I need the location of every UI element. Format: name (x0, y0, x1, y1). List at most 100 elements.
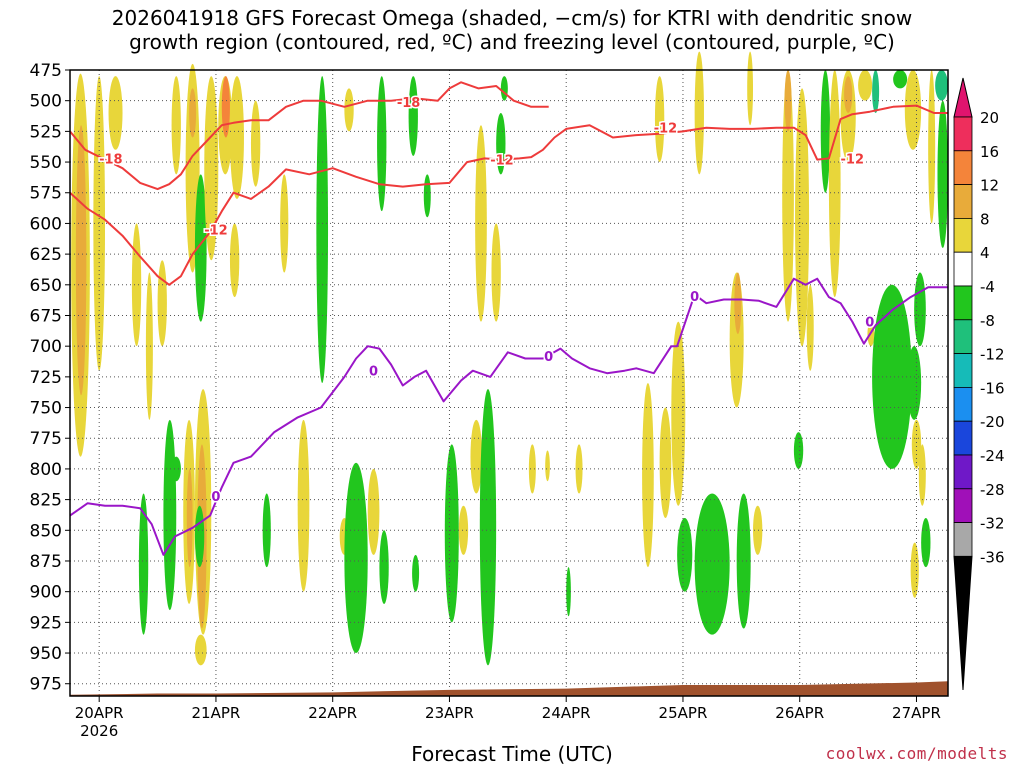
colorbar-segment (953, 217, 973, 253)
colorbar-label: -20 (980, 413, 1005, 431)
y-axis: 475 500 525 550 575 600 625 650 675 700 725 750 775 8… (30, 61, 70, 695)
omega-region (157, 260, 167, 347)
omega-region (937, 100, 949, 248)
colorbar-label: 8 (980, 210, 990, 228)
omega-region (163, 419, 177, 611)
contour-label: -12 (841, 152, 865, 167)
x-tick-label: 20APR (75, 704, 124, 722)
colorbar-label: 12 (980, 177, 999, 195)
ground-layer (70, 681, 948, 696)
colorbar-segment (953, 386, 973, 422)
omega-region (677, 518, 693, 592)
omega-region (904, 70, 922, 150)
x-axis-label: Forecast Time (UTC) (411, 742, 613, 766)
colorbar-top-arrow (953, 77, 973, 118)
omega-region (379, 530, 389, 604)
contour-lines: -18 -18 -12 -12 -12 -12 0 0 0 0 0 (69, 81, 948, 556)
omega-region (221, 76, 230, 138)
omega-region (250, 100, 261, 187)
omega-region (194, 634, 207, 666)
omega-region (820, 70, 831, 193)
omega-region (479, 389, 497, 666)
omega-region (204, 76, 219, 261)
colorbar-bottom-arrow (953, 555, 973, 691)
colorbar-segment (953, 251, 973, 287)
omega-region (575, 444, 583, 494)
x-tick-label: 25APR (659, 704, 708, 722)
y-tick-label: 550 (30, 153, 62, 173)
x-year-label: 2026 (80, 722, 118, 740)
credit-text: coolwx.com/modelts (825, 744, 1008, 763)
colorbar-label: -28 (980, 481, 1005, 499)
omega-shading (71, 51, 949, 666)
omega-region (911, 419, 922, 469)
colorbar-segment (953, 319, 973, 354)
omega-region (171, 456, 181, 482)
omega-region (654, 76, 665, 163)
y-tick-label: 600 (30, 214, 62, 234)
contour-line (69, 277, 948, 556)
y-tick-label: 900 (30, 583, 62, 603)
y-tick-label: 975 (30, 675, 62, 695)
y-tick-label: 750 (30, 399, 62, 419)
y-tick-label: 800 (30, 460, 62, 480)
omega-region (828, 70, 841, 298)
contour-label: -18 (99, 152, 123, 167)
omega-region (921, 518, 931, 568)
colorbar-label: -4 (980, 278, 995, 296)
contour-label: -12 (204, 224, 228, 239)
omega-region (297, 419, 310, 592)
plot-frame (69, 69, 949, 697)
contour-label: 0 (211, 490, 220, 505)
colorbar-label: 20 (980, 109, 999, 127)
x-tick-label: 27APR (892, 704, 941, 722)
omega-region (935, 70, 948, 101)
omega-region (377, 76, 387, 212)
omega-region (344, 462, 368, 654)
omega-region (458, 505, 469, 555)
omega-region (918, 444, 926, 506)
omega-region (229, 76, 244, 199)
omega-region (566, 567, 571, 617)
omega-region (928, 70, 936, 224)
omega-region (694, 51, 704, 175)
colorbar-segment (953, 150, 973, 186)
colorbar-segment (953, 420, 973, 456)
contour-label: 0 (544, 350, 553, 365)
omega-region (872, 70, 880, 113)
colorbar-segment (953, 184, 973, 219)
omega-region (747, 51, 754, 126)
omega-region (75, 125, 87, 396)
omega-region (412, 554, 420, 592)
y-tick-label: 725 (30, 368, 62, 388)
colorbar-segment (953, 454, 973, 490)
y-tick-label: 700 (30, 337, 62, 357)
colorbar-label: 4 (980, 244, 990, 262)
colorbar-segment (953, 116, 973, 152)
colorbar-segment (953, 522, 973, 557)
omega-region (795, 88, 810, 347)
omega-region (500, 76, 508, 101)
omega-region (194, 505, 205, 568)
colorbar: 20 16 12 8 4 -4 -8 -12 -16 -20 -24 -28 -32 -36 (953, 77, 1005, 691)
omega-region (423, 174, 431, 218)
omega-region (229, 223, 240, 298)
chart-title-line-2: growth region (contoured, red, ºC) and f… (129, 30, 895, 54)
y-tick-label: 525 (30, 122, 62, 142)
contour-label: -18 (397, 96, 421, 111)
y-tick-label: 625 (30, 245, 62, 265)
omega-region (280, 174, 289, 273)
y-tick-label: 650 (30, 276, 62, 296)
y-tick-label: 950 (30, 644, 62, 664)
omega-region (316, 76, 329, 383)
colorbar-segment (953, 488, 973, 523)
omega-region (186, 468, 193, 568)
omega-region (145, 272, 153, 420)
y-tick-label: 775 (30, 429, 62, 449)
omega-region (528, 444, 536, 494)
omega-region (784, 70, 792, 132)
omega-region (93, 76, 106, 371)
omega-region (108, 76, 123, 150)
x-tick-label: 22APR (308, 704, 357, 722)
